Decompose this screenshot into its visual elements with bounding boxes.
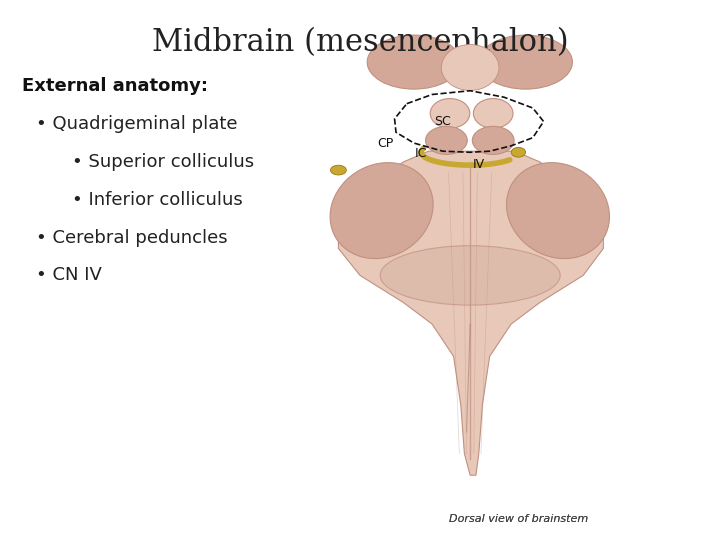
Text: • Cerebral peduncles: • Cerebral peduncles — [36, 228, 228, 247]
Text: IC: IC — [415, 147, 428, 160]
Ellipse shape — [511, 147, 526, 157]
Text: • Quadrigeminal plate: • Quadrigeminal plate — [36, 115, 238, 133]
Ellipse shape — [426, 126, 467, 154]
Ellipse shape — [441, 45, 499, 90]
Ellipse shape — [474, 98, 513, 128]
Text: • Superior colliculus: • Superior colliculus — [72, 153, 254, 171]
Text: Dorsal view of brainstem: Dorsal view of brainstem — [449, 514, 588, 524]
Ellipse shape — [367, 35, 461, 89]
Text: CP: CP — [377, 137, 393, 150]
Text: Midbrain (mesencephalon): Midbrain (mesencephalon) — [152, 27, 568, 58]
Text: Dorsal view of brainstem: Dorsal view of brainstem — [449, 514, 588, 524]
Ellipse shape — [330, 165, 346, 175]
Ellipse shape — [506, 163, 610, 259]
Text: IV: IV — [473, 158, 485, 171]
Ellipse shape — [431, 98, 470, 128]
Text: • Inferior colliculus: • Inferior colliculus — [72, 191, 243, 209]
Ellipse shape — [330, 163, 433, 259]
Ellipse shape — [380, 246, 560, 305]
Ellipse shape — [472, 126, 514, 154]
Text: • CN IV: • CN IV — [36, 266, 102, 285]
PathPatch shape — [338, 151, 603, 475]
Text: SC: SC — [434, 115, 451, 128]
Text: External anatomy:: External anatomy: — [22, 77, 207, 96]
Ellipse shape — [479, 35, 572, 89]
